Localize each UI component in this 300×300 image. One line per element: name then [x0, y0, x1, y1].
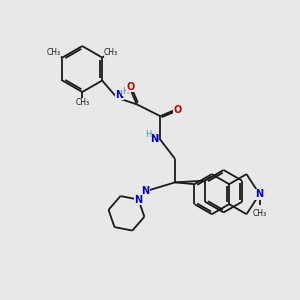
Text: N: N	[142, 186, 150, 196]
Text: N: N	[150, 134, 158, 144]
Text: H: H	[145, 130, 151, 139]
Text: N: N	[115, 90, 123, 100]
Text: CH₃: CH₃	[46, 48, 61, 57]
Text: N: N	[134, 194, 142, 205]
Text: O: O	[126, 82, 134, 92]
Text: O: O	[126, 82, 134, 92]
Text: N: N	[256, 189, 264, 199]
Text: N: N	[115, 90, 123, 100]
Text: H: H	[145, 130, 151, 139]
Text: H: H	[122, 87, 129, 96]
Text: CH₃: CH₃	[75, 98, 89, 107]
Text: H: H	[122, 87, 129, 96]
Text: O: O	[174, 105, 182, 115]
Text: N: N	[256, 189, 264, 199]
Text: N: N	[134, 194, 142, 205]
Text: CH₃: CH₃	[253, 209, 267, 218]
Text: CH₃: CH₃	[104, 48, 118, 57]
Text: O: O	[174, 105, 182, 115]
Text: N: N	[150, 134, 158, 144]
Text: N: N	[142, 186, 150, 196]
